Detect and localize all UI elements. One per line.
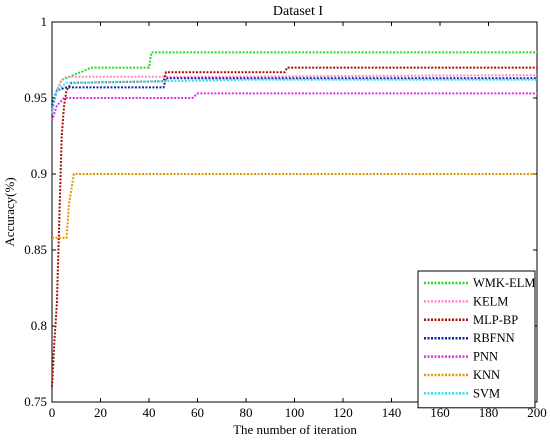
legend-label: RBFNN [473, 331, 515, 345]
series-line-mlp-bp [51, 66, 537, 387]
x-axis-title: The number of iteration [233, 422, 357, 437]
y-tick-label: 0.85 [24, 242, 47, 257]
axis-ticks: 0 20 40 60 80 100 120 140 160 180 200 0.75 0.8 0.85 0.… [24, 14, 547, 420]
x-tick-label: 120 [333, 405, 353, 420]
y-tick-label: 0.95 [24, 90, 47, 105]
x-tick-label: 100 [285, 405, 305, 420]
series-layer [51, 51, 538, 387]
y-tick-label: 0.9 [31, 166, 47, 181]
legend-label: MLP-BP [473, 313, 518, 327]
x-tick-label: 80 [240, 405, 253, 420]
x-tick-label: 200 [527, 405, 547, 420]
legend-label: KELM [473, 294, 508, 308]
x-tick-label: 60 [191, 405, 204, 420]
y-tick-label: 0.8 [31, 318, 47, 333]
x-tick-label: 0 [49, 405, 56, 420]
y-axis-title: Accuracy(%) [2, 177, 17, 246]
legend-box [417, 270, 536, 409]
x-tick-label: 20 [94, 405, 107, 420]
chart-title: Dataset I [273, 4, 323, 19]
legend-label: KNN [473, 368, 500, 382]
series-line-rbfnn [51, 77, 537, 106]
x-tick-label: 160 [430, 405, 450, 420]
legend: WMK-ELM KELM MLP-BP RBFNN PNN KNN SVM [417, 270, 536, 409]
legend-label: PNN [473, 350, 498, 364]
legend-label: WMK-ELM [473, 276, 536, 290]
y-tick-label: 1 [41, 14, 48, 29]
x-tick-label: 40 [143, 405, 156, 420]
series-line-pnn [51, 92, 537, 122]
legend-label: SVM [473, 386, 500, 400]
series-line-svm [51, 78, 537, 114]
y-tick-label: 0.75 [24, 394, 47, 409]
x-tick-label: 140 [382, 405, 402, 420]
x-tick-label: 180 [479, 405, 499, 420]
